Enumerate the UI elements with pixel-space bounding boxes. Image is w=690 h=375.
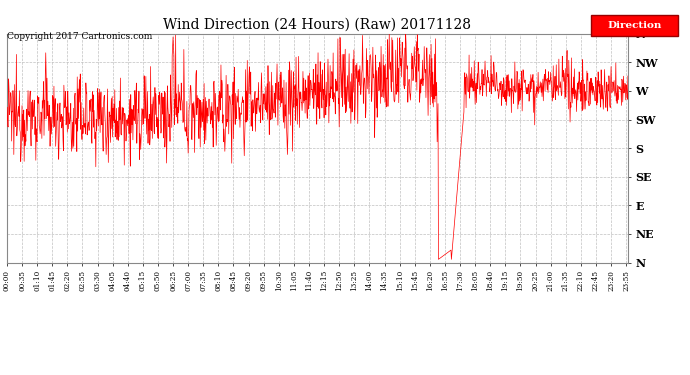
Text: Copyright 2017 Cartronics.com: Copyright 2017 Cartronics.com <box>7 32 152 41</box>
Text: Direction: Direction <box>607 21 662 30</box>
Title: Wind Direction (24 Hours) (Raw) 20171128: Wind Direction (24 Hours) (Raw) 20171128 <box>164 17 471 31</box>
